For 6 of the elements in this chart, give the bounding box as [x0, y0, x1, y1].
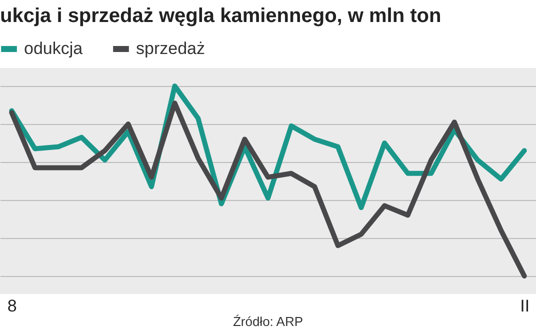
text: Źródło: ARP [232, 314, 304, 329]
x-tick-label: 8 [7, 296, 17, 316]
x-tick-label: II [520, 296, 530, 316]
chart-title: ukcja i sprzedaż węgla kamiennego, w mln ton [0, 5, 442, 27]
legend-label: odukcja [24, 39, 84, 58]
legend-label: sprzedaż [136, 39, 205, 58]
